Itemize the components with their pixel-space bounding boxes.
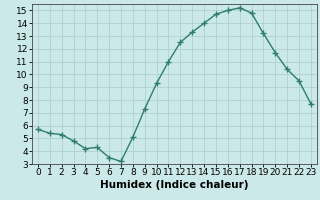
X-axis label: Humidex (Indice chaleur): Humidex (Indice chaleur) <box>100 180 249 190</box>
